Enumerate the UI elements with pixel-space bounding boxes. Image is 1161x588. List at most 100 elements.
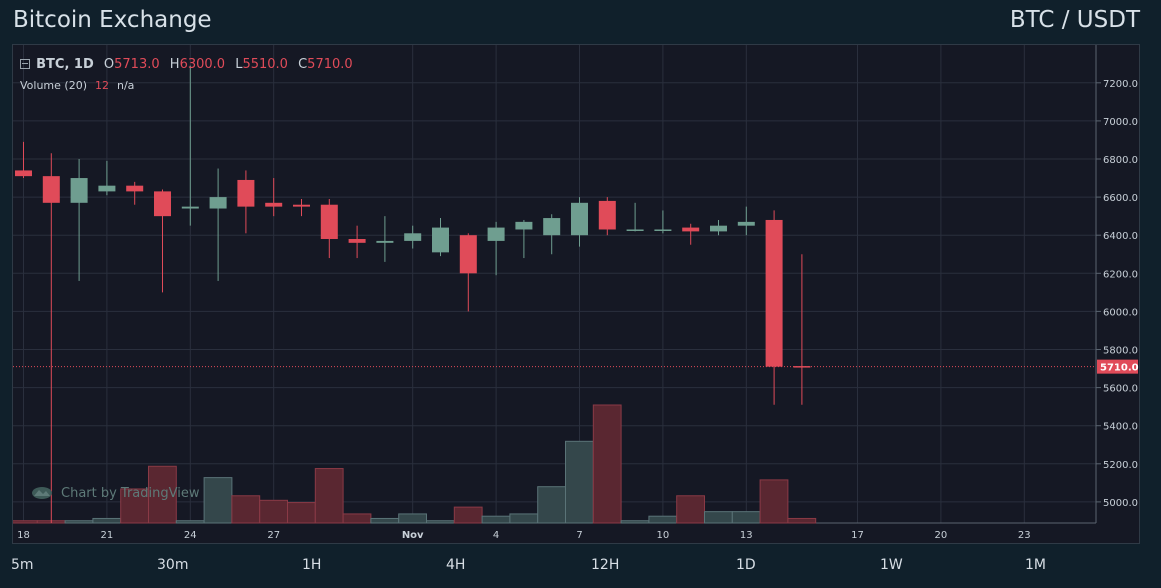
close-value: 5710.0	[307, 57, 353, 72]
volume-bar	[453, 506, 483, 524]
x-tick-label: 24	[184, 530, 197, 541]
volume-bar	[481, 515, 511, 524]
volume-bar	[759, 479, 789, 524]
candle-body	[765, 219, 783, 367]
x-tick-label: 10	[657, 530, 670, 541]
y-tick-label: 6000.0	[1103, 307, 1138, 318]
candlestick-chart-svg[interactable]: 7200.0 7000.0 6800.0 6600.0 6400.0 6200.0 6000…	[13, 45, 1139, 543]
y-tick-label: 5600.0	[1103, 384, 1138, 395]
x-tick-label: 18	[17, 530, 30, 541]
candle-body	[348, 239, 366, 243]
volume-bar	[370, 517, 400, 524]
timeframe-1h[interactable]: 1H	[302, 557, 322, 573]
ohlc-legend: BTC, 1D O5713.0 H6300.0 L5510.0 C5710.0	[20, 57, 353, 72]
timeframe-1m[interactable]: 1M	[1025, 557, 1046, 573]
y-tick-label: 6400.0	[1103, 231, 1138, 242]
candle-body	[265, 202, 283, 207]
candle-body	[15, 170, 32, 177]
price-chart[interactable]: 7200.0 7000.0 6800.0 6600.0 6400.0 6200.0 6000…	[12, 44, 1140, 544]
volume-bar	[92, 517, 122, 524]
volume-bar	[175, 520, 205, 524]
volume-bar	[648, 515, 678, 524]
x-tick-label: 23	[1018, 530, 1031, 541]
y-tick-label: 7200.0	[1103, 79, 1138, 90]
candle-body	[376, 240, 394, 243]
candle-body	[293, 204, 310, 207]
timeframe-1d[interactable]: 1D	[736, 557, 756, 573]
last-price-tag	[1097, 359, 1138, 374]
x-tick-label: 21	[101, 530, 114, 541]
volume-bar	[787, 517, 817, 524]
candle-body	[543, 218, 561, 236]
y-tick-label: 6600.0	[1103, 193, 1138, 204]
volume-bar	[537, 486, 567, 524]
tradingview-logo-icon	[32, 487, 52, 499]
x-tick-label: Nov	[402, 530, 424, 541]
candle-body	[237, 179, 255, 207]
y-tick-label: 6200.0	[1103, 269, 1138, 280]
timeframe-5m[interactable]: 5m	[11, 557, 34, 573]
candle-body	[70, 178, 88, 203]
candle-body	[710, 225, 727, 232]
high-value: 6300.0	[179, 57, 226, 72]
timeframe-30m[interactable]: 30m	[157, 557, 189, 573]
volume-bar	[148, 465, 177, 524]
app-title: Bitcoin Exchange	[13, 7, 212, 33]
x-tick-label: 4	[493, 530, 499, 541]
candle-body	[459, 235, 477, 274]
timeframe-1w[interactable]: 1W	[880, 557, 903, 573]
candle-body	[320, 204, 338, 240]
x-tick-label: 20	[935, 530, 948, 541]
candle-body	[126, 185, 144, 192]
y-tick-label: 5400.0	[1103, 422, 1138, 433]
candle-body	[737, 221, 755, 226]
high-label: H	[169, 57, 180, 72]
candle-body	[654, 229, 672, 231]
y-tick-label: 5200.0	[1103, 460, 1138, 471]
volume-bar	[203, 477, 233, 524]
x-tick-label: 13	[740, 530, 753, 541]
candle-body	[793, 366, 811, 368]
volume-bar	[342, 513, 372, 524]
volume-bar	[120, 488, 149, 524]
volume-legend: Volume (20) 12 n/a	[20, 79, 134, 92]
candle-body	[404, 233, 422, 241]
candle-body	[487, 227, 505, 241]
volume-bar	[509, 513, 539, 524]
x-tick-label: 17	[851, 530, 864, 541]
collapse-legend-icon[interactable]	[20, 59, 30, 69]
close-label: C	[298, 57, 308, 72]
y-tick-label: 5000.0	[1103, 498, 1138, 509]
volume-bar	[426, 520, 455, 524]
volume-bar	[13, 520, 38, 524]
tradingview-watermark[interactable]: Chart by TradingView	[31, 485, 199, 501]
timeframe-12h[interactable]: 12H	[591, 557, 620, 573]
candle-body	[42, 176, 60, 203]
candle-body	[571, 202, 588, 236]
candle-body	[682, 227, 700, 232]
volume-bar	[259, 499, 288, 524]
candle-body	[181, 206, 199, 209]
volume-bar	[64, 520, 94, 524]
y-tick-label: 6800.0	[1103, 155, 1138, 166]
y-tick-label: 7000.0	[1103, 117, 1138, 128]
volume-bar	[287, 502, 316, 524]
volume-bar	[314, 468, 344, 524]
volume-bar	[704, 511, 733, 524]
volume-bar	[231, 495, 261, 524]
candle-body	[209, 197, 227, 209]
open-label: O	[103, 57, 115, 72]
volume-ma-value: n/a	[117, 79, 135, 92]
volume-bar	[398, 513, 428, 524]
volume-bar	[565, 440, 594, 524]
candle-body	[154, 191, 171, 217]
low-value: 5510.0	[242, 57, 288, 72]
volume-bar	[620, 520, 650, 524]
volume-bar	[676, 495, 706, 524]
timeframe-4h[interactable]: 4H	[446, 557, 466, 573]
open-value: 5713.0	[114, 57, 160, 72]
trading-pair: BTC / USDT	[1009, 7, 1140, 33]
last-price-label: 5710.0	[1100, 363, 1139, 374]
volume-bar	[592, 404, 622, 524]
candle-body	[98, 185, 116, 192]
